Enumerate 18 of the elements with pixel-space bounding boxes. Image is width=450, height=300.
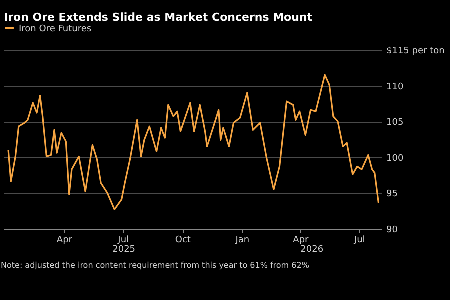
- x-tick-label: Apr: [56, 236, 73, 246]
- x-tick-label: Apr: [293, 236, 310, 246]
- x-tick-label: Jan: [234, 236, 250, 246]
- text: Note: adjusted the iron content requirement from this year to 61% from 62%: [1, 261, 310, 270]
- y-tick-label: 105: [386, 118, 404, 128]
- y-tick-label: 100: [386, 154, 404, 164]
- y-tick-label: 90: [386, 226, 398, 236]
- text: 2026: [300, 245, 324, 255]
- y-tick-label: 95: [386, 190, 398, 200]
- text: 2025: [112, 245, 136, 255]
- x-tick-label: Jul: [353, 236, 366, 246]
- x-tick-label: Oct: [175, 236, 192, 246]
- y-tick-label: 110: [386, 82, 404, 92]
- line-series: [8, 74, 380, 210]
- x-tick-label: Jul: [117, 236, 130, 246]
- legend-label: Iron Ore Futures: [19, 24, 92, 34]
- chart-title: Iron Ore Extends Slide as Market Concerns Mount: [4, 11, 312, 24]
- y-tick-label: $115 per ton: [386, 46, 445, 56]
